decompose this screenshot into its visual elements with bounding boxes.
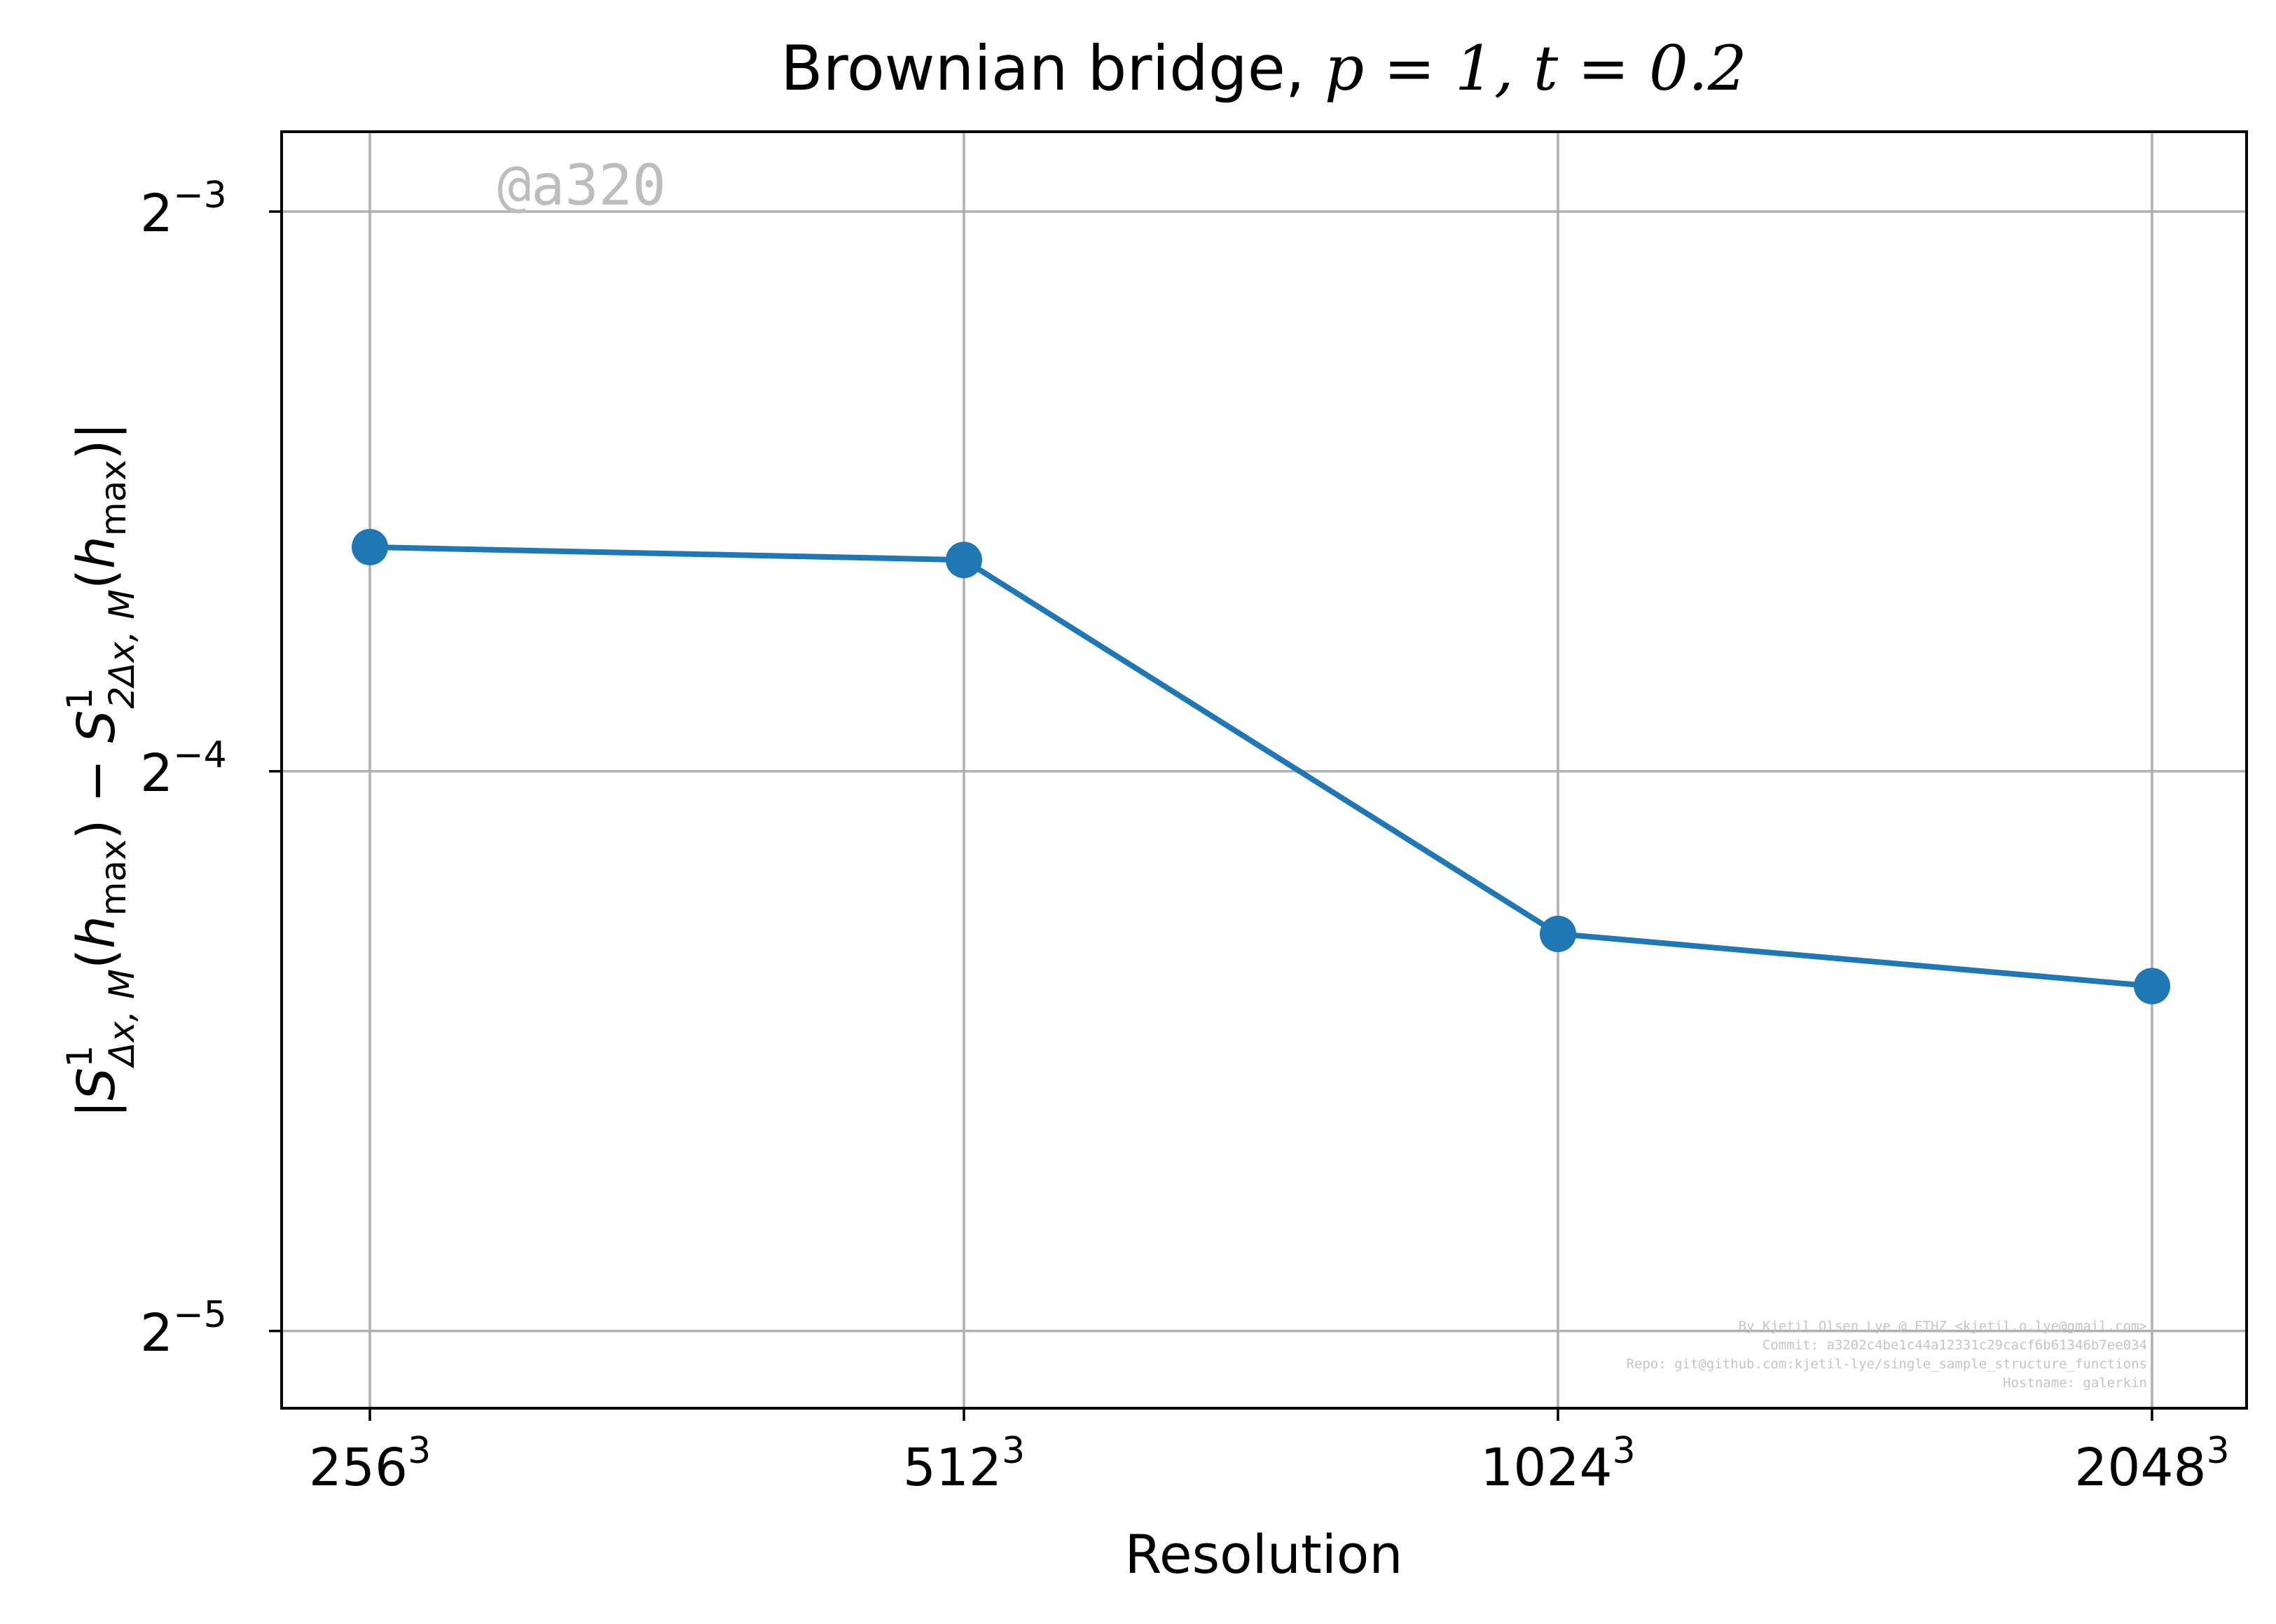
y-tick-label-exponent: −5 bbox=[173, 1294, 227, 1336]
data-point bbox=[2134, 968, 2170, 1005]
y-tick-label: 2−4 bbox=[140, 734, 227, 804]
y-label-term1-h: h bbox=[67, 916, 127, 949]
y-axis-ticks: 2−32−42−5 bbox=[140, 174, 282, 1363]
data-point bbox=[352, 528, 388, 565]
footer-line-hostname: Hostname: galerkin bbox=[2003, 1375, 2147, 1391]
x-tick-label: 2563 bbox=[309, 1430, 431, 1498]
y-label-term2-sub: 2Δx, M bbox=[102, 589, 142, 709]
grid-lines bbox=[282, 132, 2247, 1408]
y-label-term1-sup: 1 bbox=[60, 1045, 100, 1068]
series-line bbox=[369, 544, 2153, 989]
y-label-term2-arg-close: ) bbox=[67, 439, 127, 460]
x-tick-label-exponent: 3 bbox=[1613, 1430, 1636, 1472]
y-label-term2-h: h bbox=[67, 536, 127, 569]
y-tick-label-base: 2 bbox=[140, 184, 173, 244]
y-tick-label-base: 2 bbox=[140, 1303, 173, 1363]
x-tick-label: 5123 bbox=[903, 1430, 1025, 1498]
footer-line-commit: Commit: a3202c4be1c44a12331c29cacf6b6134… bbox=[1763, 1337, 2147, 1353]
y-tick-label: 2−3 bbox=[140, 174, 227, 244]
footer-line-author: By Kjetil Olsen Lye @ ETHZ <kjetil.o.lye… bbox=[1739, 1319, 2147, 1334]
x-tick-label-base: 2048 bbox=[2074, 1438, 2206, 1498]
y-label-term1-sub: Δx, M bbox=[102, 969, 142, 1069]
y-label-minus: − bbox=[67, 743, 127, 819]
y-label-term2-arg-open: ( bbox=[67, 569, 127, 589]
y-label-term2-sup: 1 bbox=[60, 688, 100, 710]
y-label-bar-close: | bbox=[67, 422, 127, 440]
y-axis-label: |S1Δx, M(hmax) − S12Δx, M(hmax)| bbox=[60, 422, 142, 1118]
x-axis-label: Resolution bbox=[1124, 1523, 1402, 1585]
chart-title: Brownian bridge, p = 1, t = 0.2 bbox=[780, 32, 1747, 104]
y-tick-label-exponent: −3 bbox=[173, 174, 227, 216]
footer-line-repo: Repo: git@github.com:kjetil-lye/single_s… bbox=[1626, 1356, 2147, 1372]
x-tick-label-base: 512 bbox=[903, 1438, 1002, 1498]
y-label-term1-arg-open: ( bbox=[67, 949, 127, 969]
y-label-term1: S bbox=[67, 1068, 127, 1101]
x-tick-label: 20483 bbox=[2074, 1430, 2229, 1498]
y-label-term2: S bbox=[67, 710, 127, 743]
footer-info: By Kjetil Olsen Lye @ ETHZ <kjetil.o.lye… bbox=[1626, 1319, 2147, 1391]
y-label-bar-open: | bbox=[67, 1101, 127, 1118]
watermark: @a320 bbox=[497, 153, 666, 218]
chart-title-text: Brownian bridge, bbox=[780, 32, 1325, 104]
x-tick-label-exponent: 3 bbox=[408, 1430, 431, 1472]
x-tick-label-exponent: 3 bbox=[1002, 1430, 1025, 1472]
x-tick-label-base: 256 bbox=[309, 1438, 408, 1498]
plot-frame bbox=[280, 130, 2248, 1410]
series-layer bbox=[352, 528, 2170, 1005]
y-tick-label-base: 2 bbox=[140, 743, 173, 804]
x-axis-ticks: 2563 5123 10243 20483 bbox=[309, 1408, 2230, 1498]
data-point bbox=[1540, 916, 1576, 952]
y-label-term2-max: max bbox=[93, 460, 134, 536]
y-label-term1-max: max bbox=[93, 839, 134, 916]
y-label-term1-arg-close: ) bbox=[67, 819, 127, 839]
x-tick-label-exponent: 3 bbox=[2207, 1430, 2230, 1472]
x-tick-label: 10243 bbox=[1480, 1430, 1635, 1498]
x-tick-label-base: 1024 bbox=[1480, 1438, 1612, 1498]
chart-title-math: p = 1, t = 0.2 bbox=[1325, 32, 1747, 104]
y-tick-label-exponent: −4 bbox=[173, 734, 227, 776]
y-tick-label: 2−5 bbox=[140, 1294, 227, 1363]
data-point bbox=[946, 542, 982, 579]
